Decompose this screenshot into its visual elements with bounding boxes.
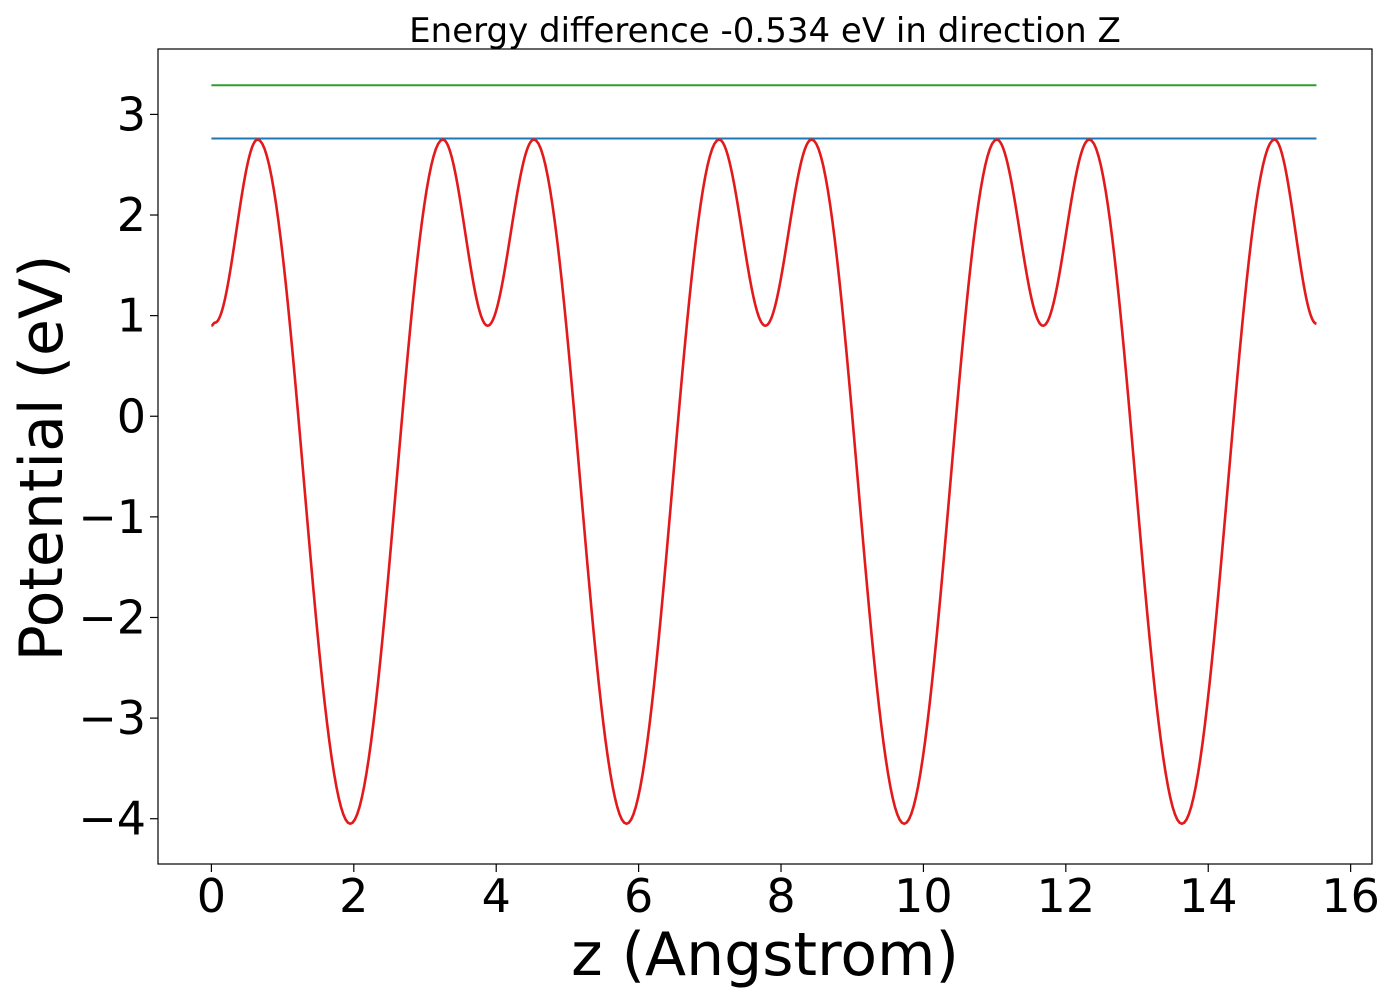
y-axis: −4 −3 −2 −1 0 1 2 3 (78, 87, 158, 846)
axes-frame (157, 48, 1373, 865)
y-axis-label: Potential (eV) (7, 255, 77, 662)
x-tick-label: 0 (197, 869, 226, 923)
x-tick-label: 8 (766, 869, 795, 923)
x-tick-label: 2 (339, 869, 368, 923)
y-tick-label: 2 (117, 188, 146, 242)
x-tick-label: 10 (894, 869, 953, 923)
y-tick-label: −4 (78, 792, 146, 846)
x-axis-label: z (Angstrom) (571, 920, 959, 990)
series-line-3 (211, 138, 1317, 826)
x-tick-label: 16 (1321, 869, 1380, 923)
y-tick-label: 1 (117, 289, 146, 343)
y-tick-label: 0 (117, 389, 146, 443)
x-tick-label: 12 (1037, 869, 1096, 923)
y-tick-label: −3 (78, 691, 146, 745)
x-tick-label: 14 (1179, 869, 1238, 923)
y-tick-label: −2 (78, 590, 146, 644)
x-tick-label: 4 (482, 869, 511, 923)
series-group (211, 84, 1317, 826)
y-tick-label: 3 (117, 87, 146, 141)
x-tick-label: 6 (624, 869, 653, 923)
x-axis: 0 2 4 6 8 10 12 14 16 (197, 864, 1380, 923)
chart-title: Energy difference -0.534 eV in direction… (409, 11, 1121, 51)
y-tick-label: −1 (78, 490, 146, 544)
